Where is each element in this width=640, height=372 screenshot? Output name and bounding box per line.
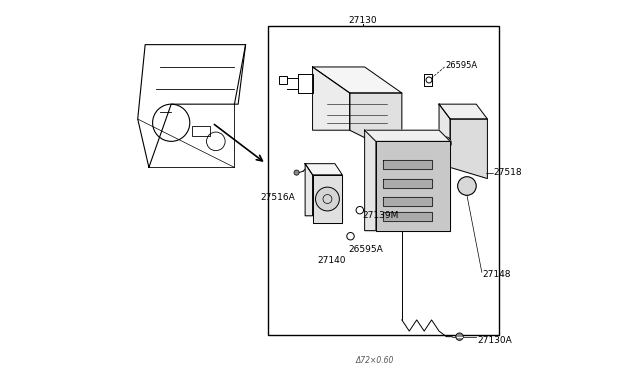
Polygon shape — [305, 164, 342, 175]
Bar — [279, 76, 287, 84]
Text: 26595A: 26595A — [445, 61, 478, 70]
Polygon shape — [312, 67, 349, 130]
Text: 27130: 27130 — [348, 16, 377, 25]
Text: 27130A: 27130A — [477, 336, 512, 345]
Text: 27148: 27148 — [483, 270, 511, 279]
Polygon shape — [349, 93, 402, 156]
Text: Δ72×0.60: Δ72×0.60 — [355, 356, 394, 365]
Polygon shape — [365, 130, 376, 231]
Polygon shape — [383, 197, 431, 206]
Polygon shape — [365, 130, 450, 141]
Circle shape — [294, 170, 299, 175]
Circle shape — [456, 333, 463, 340]
Polygon shape — [312, 67, 402, 93]
Bar — [191, 126, 211, 136]
Polygon shape — [376, 141, 450, 231]
Circle shape — [316, 187, 339, 211]
Polygon shape — [439, 104, 488, 119]
Polygon shape — [383, 160, 431, 169]
Bar — [268, 26, 499, 335]
Polygon shape — [439, 104, 450, 167]
Circle shape — [458, 177, 476, 195]
Polygon shape — [450, 119, 488, 179]
Text: 27140: 27140 — [317, 256, 346, 265]
Polygon shape — [305, 164, 312, 216]
Text: 26595A: 26595A — [348, 245, 383, 254]
Circle shape — [438, 137, 451, 150]
Polygon shape — [383, 179, 431, 188]
Polygon shape — [312, 175, 342, 223]
Polygon shape — [383, 212, 431, 221]
Text: 27139M: 27139M — [362, 211, 399, 220]
Text: 27516A: 27516A — [260, 193, 294, 202]
Text: 27518: 27518 — [493, 169, 522, 177]
